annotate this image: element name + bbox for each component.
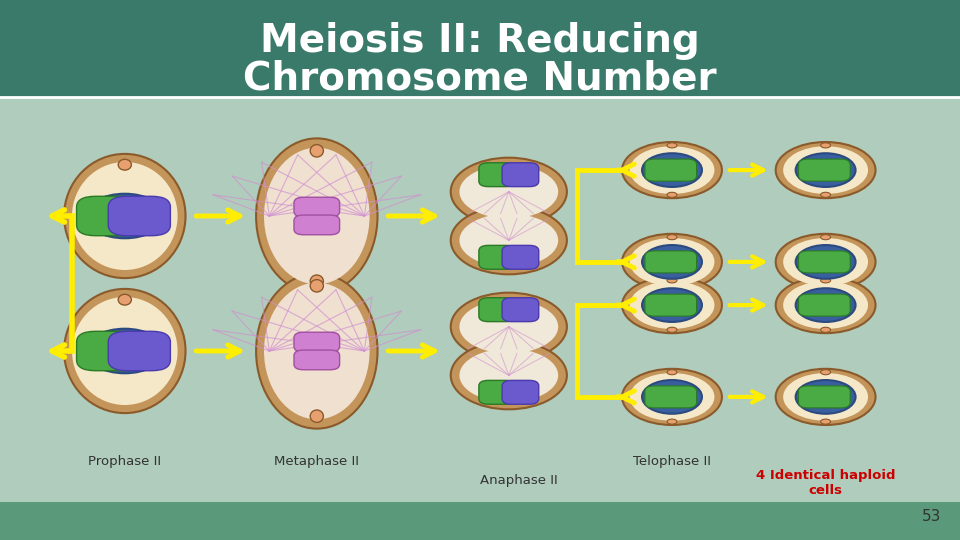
Ellipse shape: [667, 370, 677, 375]
Ellipse shape: [256, 273, 377, 429]
Ellipse shape: [667, 327, 677, 332]
Circle shape: [642, 288, 702, 322]
FancyBboxPatch shape: [799, 294, 851, 316]
Ellipse shape: [72, 297, 178, 405]
Ellipse shape: [821, 235, 830, 240]
Ellipse shape: [821, 419, 830, 424]
FancyBboxPatch shape: [645, 159, 697, 181]
Ellipse shape: [667, 284, 677, 289]
FancyBboxPatch shape: [645, 294, 697, 316]
FancyBboxPatch shape: [799, 159, 851, 181]
Ellipse shape: [460, 213, 558, 267]
Ellipse shape: [451, 341, 566, 409]
FancyBboxPatch shape: [294, 197, 340, 217]
Circle shape: [642, 245, 702, 279]
FancyBboxPatch shape: [479, 245, 516, 269]
Ellipse shape: [264, 147, 370, 284]
Circle shape: [796, 153, 855, 187]
Circle shape: [622, 277, 722, 333]
Ellipse shape: [821, 284, 830, 289]
Ellipse shape: [72, 162, 178, 270]
Ellipse shape: [460, 300, 558, 354]
FancyBboxPatch shape: [645, 251, 697, 273]
Circle shape: [622, 369, 722, 425]
FancyBboxPatch shape: [108, 332, 170, 371]
Circle shape: [776, 142, 876, 198]
Ellipse shape: [821, 370, 830, 375]
Circle shape: [630, 238, 714, 286]
Circle shape: [796, 245, 855, 279]
FancyBboxPatch shape: [799, 251, 851, 273]
Ellipse shape: [451, 158, 566, 226]
FancyBboxPatch shape: [479, 163, 516, 187]
FancyBboxPatch shape: [502, 380, 539, 404]
Circle shape: [85, 329, 164, 373]
Ellipse shape: [310, 275, 324, 287]
Circle shape: [622, 142, 722, 198]
Circle shape: [796, 288, 855, 322]
Circle shape: [630, 281, 714, 329]
Text: Meiosis II: Reducing: Meiosis II: Reducing: [260, 22, 700, 59]
FancyBboxPatch shape: [479, 298, 516, 322]
Ellipse shape: [821, 278, 830, 283]
Ellipse shape: [460, 349, 558, 402]
Ellipse shape: [310, 410, 324, 422]
Circle shape: [642, 153, 702, 187]
Circle shape: [776, 277, 876, 333]
FancyBboxPatch shape: [502, 298, 539, 322]
Ellipse shape: [118, 294, 132, 305]
FancyBboxPatch shape: [0, 0, 960, 97]
FancyBboxPatch shape: [294, 350, 340, 370]
Ellipse shape: [64, 289, 185, 413]
Circle shape: [776, 369, 876, 425]
FancyBboxPatch shape: [294, 332, 340, 352]
Circle shape: [630, 146, 714, 194]
Circle shape: [783, 146, 868, 194]
Ellipse shape: [256, 138, 377, 294]
Text: Prophase II: Prophase II: [88, 455, 161, 468]
Ellipse shape: [667, 278, 677, 283]
Ellipse shape: [821, 327, 830, 332]
Text: Anaphase II: Anaphase II: [480, 474, 557, 487]
Ellipse shape: [64, 154, 185, 278]
Ellipse shape: [264, 283, 370, 419]
Circle shape: [622, 234, 722, 290]
Text: Metaphase II: Metaphase II: [275, 455, 359, 468]
Ellipse shape: [667, 192, 677, 197]
FancyBboxPatch shape: [294, 215, 340, 235]
Circle shape: [776, 234, 876, 290]
FancyBboxPatch shape: [108, 196, 170, 235]
Ellipse shape: [460, 165, 558, 218]
Circle shape: [85, 194, 164, 238]
FancyBboxPatch shape: [77, 332, 141, 371]
FancyBboxPatch shape: [0, 502, 960, 540]
FancyBboxPatch shape: [799, 386, 851, 408]
FancyBboxPatch shape: [479, 380, 516, 404]
Ellipse shape: [667, 419, 677, 424]
Circle shape: [630, 373, 714, 421]
FancyBboxPatch shape: [0, 97, 960, 513]
Ellipse shape: [821, 192, 830, 197]
Ellipse shape: [310, 145, 324, 157]
Ellipse shape: [310, 280, 324, 292]
Ellipse shape: [118, 159, 132, 170]
Circle shape: [783, 238, 868, 286]
Circle shape: [796, 380, 855, 414]
Circle shape: [783, 281, 868, 329]
Ellipse shape: [821, 143, 830, 148]
Text: Telophase II: Telophase II: [633, 455, 711, 468]
FancyBboxPatch shape: [645, 386, 697, 408]
Text: Chromosome Number: Chromosome Number: [243, 59, 717, 97]
FancyBboxPatch shape: [502, 163, 539, 187]
Text: 4 Identical haploid
cells: 4 Identical haploid cells: [756, 469, 896, 497]
Circle shape: [642, 380, 702, 414]
Ellipse shape: [667, 143, 677, 148]
Ellipse shape: [451, 206, 566, 274]
Ellipse shape: [451, 293, 566, 361]
Circle shape: [783, 373, 868, 421]
FancyBboxPatch shape: [502, 245, 539, 269]
FancyBboxPatch shape: [77, 196, 141, 235]
Ellipse shape: [667, 235, 677, 240]
Text: 53: 53: [922, 509, 941, 524]
